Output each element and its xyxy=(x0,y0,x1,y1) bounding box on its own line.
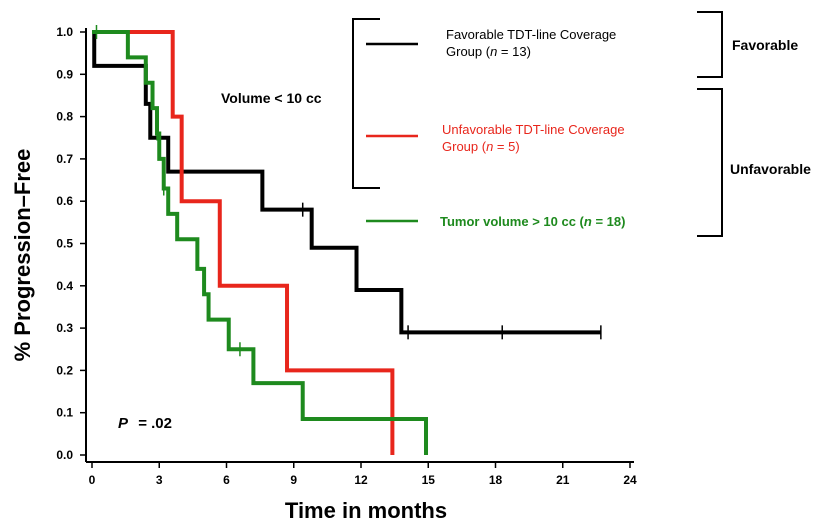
y-tick-label: 0.0 xyxy=(56,448,73,462)
legend-label-tumor-post: = 18) xyxy=(592,214,626,229)
y-tick-label: 0.4 xyxy=(56,279,73,293)
curve-unfavorable-tdt xyxy=(92,30,395,455)
favorable-bracket xyxy=(697,11,723,78)
y-axis: 0.0 0.1 0.2 0.3 0.4 0.5 0.6 0.7 0.8 0.9 1.0 xyxy=(56,25,87,462)
survival-curves xyxy=(92,25,602,455)
legend-label-unfavorable-post: = 5) xyxy=(493,139,519,154)
unfavorable-bracket-label: Unfavorable xyxy=(730,161,811,177)
x-tick-label: 12 xyxy=(354,473,368,487)
y-axis-title: % Progression–Free xyxy=(10,149,35,362)
curve-tumor-volume xyxy=(92,30,429,455)
x-tick-label: 0 xyxy=(89,473,96,487)
x-tick-label: 3 xyxy=(156,473,163,487)
legend-label-unfavorable-pre: Group ( xyxy=(442,139,487,154)
y-tick-label: 1.0 xyxy=(56,25,73,39)
legend-label-favorable-pre: Group ( xyxy=(446,44,491,59)
y-tick-label: 0.9 xyxy=(56,67,73,81)
y-tick-label: 0.1 xyxy=(56,406,73,420)
unfavorable-bracket xyxy=(697,88,723,237)
y-tick-label: 0.5 xyxy=(56,237,73,251)
legend-label-favorable: Favorable TDT-line Coverage Group (n = 1… xyxy=(446,27,620,59)
legend-label-unfavorable-line1: Unfavorable TDT-line Coverage xyxy=(442,122,625,137)
x-tick-label: 21 xyxy=(556,473,570,487)
legend-label-tumor-volume: Tumor volume > 10 cc (n = 18) xyxy=(440,214,625,229)
p-value: = .02 xyxy=(138,415,172,432)
legend-label-favorable-line1: Favorable TDT-line Coverage xyxy=(446,27,616,42)
legend-label-tumor-pre: Tumor volume > 10 cc ( xyxy=(440,214,585,229)
legend-label-unfavorable: Unfavorable TDT-line Coverage Group (n =… xyxy=(442,122,628,154)
p-value-annotation: P = .02 xyxy=(118,415,172,432)
y-tick-label: 0.2 xyxy=(56,363,73,377)
legend-label-favorable-line2: Group (n = 13) xyxy=(446,44,531,59)
x-axis-title: Time in months xyxy=(285,498,447,523)
legend: Favorable TDT-line Coverage Group (n = 1… xyxy=(352,11,811,237)
curve-favorable xyxy=(92,30,601,335)
x-axis: 0 3 6 9 12 15 18 21 24 xyxy=(86,461,637,487)
y-tick-label: 0.7 xyxy=(56,152,73,166)
y-tick-label: 0.3 xyxy=(56,321,73,335)
favorable-bracket-label: Favorable xyxy=(732,37,798,53)
volume-subset-label: Volume < 10 cc xyxy=(221,90,322,106)
legend-label-favorable-post: = 13) xyxy=(497,44,531,59)
x-tick-label: 6 xyxy=(223,473,230,487)
x-tick-label: 15 xyxy=(422,473,436,487)
legend-label-unfavorable-line2: Group (n = 5) xyxy=(442,139,520,154)
y-tick-label: 0.8 xyxy=(56,110,73,124)
legend-left-bracket xyxy=(352,18,380,189)
x-tick-label: 9 xyxy=(290,473,297,487)
p-value-label: P xyxy=(118,415,129,432)
x-tick-label: 18 xyxy=(489,473,503,487)
legend-label-favorable-n: n xyxy=(490,44,497,59)
y-tick-label: 0.6 xyxy=(56,194,73,208)
x-tick-label: 24 xyxy=(623,473,637,487)
legend-label-unfavorable-n: n xyxy=(486,139,493,154)
legend-label-tumor-n: n xyxy=(584,214,592,229)
